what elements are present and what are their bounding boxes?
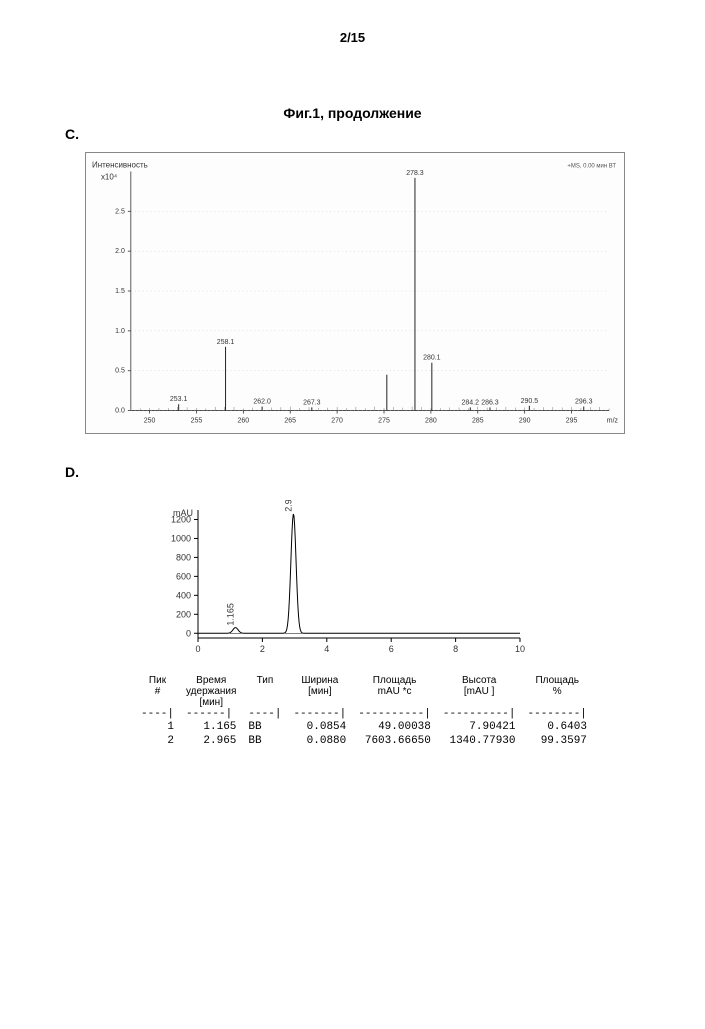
mass-spectrum-svg: Интенсивность x10⁴ +MS, 0.00 мин ВТ 0.0 0.5 1… — [86, 153, 624, 433]
mass-spectrum-chart: Интенсивность x10⁴ +MS, 0.00 мин ВТ 0.0 0.5 1… — [85, 152, 625, 434]
ms-peak-label: 296.3 — [575, 399, 593, 406]
x-tick-label: 8 — [453, 644, 458, 654]
dash-cell: ----------| — [352, 708, 437, 720]
table-row: 1 1.165 BB 0.0854 49.00038 7.90421 0.640… — [135, 720, 593, 734]
y-tick-label: 400 — [176, 590, 191, 600]
cell-width: 0.0880 — [287, 734, 352, 748]
ms-peak-label: 286.3 — [481, 399, 499, 406]
ms-peak-label: 262.0 — [253, 399, 271, 406]
x-tick-label: 290 — [519, 418, 531, 425]
y-tick-label: 1.0 — [115, 328, 125, 335]
corner-label: +MS, 0.00 мин ВТ — [567, 163, 616, 169]
y-tick-label: 0.5 — [115, 368, 125, 375]
ms-peak-label: 290.5 — [521, 398, 539, 405]
x-tick-label: 265 — [284, 418, 296, 425]
dash-cell: --------| — [522, 708, 593, 720]
cell-area-pct: 0.6403 — [522, 720, 593, 734]
ms-peak-label: 258.1 — [217, 339, 235, 346]
cell-width: 0.0854 — [287, 720, 352, 734]
chromatogram-trace — [198, 514, 520, 633]
x-tick-label: 275 — [378, 418, 390, 425]
y-tick-label: 800 — [176, 552, 191, 562]
cell-no: 2 — [135, 734, 180, 748]
col-rt: Время удержания [мин] — [180, 675, 242, 708]
y-tick-label: 200 — [176, 609, 191, 619]
panel-c-label: C. — [65, 126, 705, 142]
x-tick-label: 0 — [195, 644, 200, 654]
panel-d-label: D. — [65, 464, 705, 480]
col-area: Площадь mAU *с — [352, 675, 437, 708]
dash-cell: ----| — [135, 708, 180, 720]
x-tick-label: 250 — [144, 418, 156, 425]
x-tick-label: 2 — [260, 644, 265, 654]
table-row: 2 2.965 BB 0.0880 7603.66650 1340.77930 … — [135, 734, 593, 748]
y-tick-label: 1200 — [171, 514, 191, 524]
y-tick-label: 2.0 — [115, 248, 125, 255]
y-tick-label: 600 — [176, 571, 191, 581]
ms-peak-label: 253.1 — [170, 396, 188, 403]
table-header-row: Пик # Время удержания [мин] Тип Ширина [… — [135, 675, 593, 708]
x-tick-label: 4 — [324, 644, 329, 654]
x-tick-label: 260 — [238, 418, 250, 425]
cell-area: 7603.66650 — [352, 734, 437, 748]
y-tick-label: 0.0 — [115, 408, 125, 415]
x-tick-label: 270 — [331, 418, 343, 425]
chromatogram-svg: mAU02004006008001000120002468101.1652.96… — [150, 500, 530, 660]
dash-cell: ----------| — [437, 708, 522, 720]
cell-height: 1340.77930 — [437, 734, 522, 748]
y-tick-label: 1000 — [171, 533, 191, 543]
x-tick-label: 285 — [472, 418, 484, 425]
col-height: Высота [mAU ] — [437, 675, 522, 708]
y-scale-label: x10⁴ — [101, 172, 118, 181]
x-tick-label: 255 — [191, 418, 203, 425]
col-area-pct: Площадь % — [522, 675, 593, 708]
ms-peak-label: 278.3 — [406, 170, 424, 177]
cell-type: BB — [242, 720, 287, 734]
peak-table: Пик # Время удержания [мин] Тип Ширина [… — [135, 675, 593, 748]
cell-height: 7.90421 — [437, 720, 522, 734]
y-tick-label: 1.5 — [115, 288, 125, 295]
cell-area: 49.00038 — [352, 720, 437, 734]
cell-rt: 2.965 — [180, 734, 242, 748]
col-type: Тип — [242, 675, 287, 708]
page-number: 2/15 — [0, 30, 705, 45]
ms-peak-label: 280.1 — [423, 355, 441, 362]
dash-cell: ------| — [180, 708, 242, 720]
y-tick-label: 2.5 — [115, 208, 125, 215]
x-tick-label: 295 — [566, 418, 578, 425]
y-tick-label: 0 — [186, 628, 191, 638]
chrom-peak-label: 2.965 — [283, 500, 293, 512]
chromatogram-chart: mAU02004006008001000120002468101.1652.96… — [150, 500, 530, 660]
cell-type: BB — [242, 734, 287, 748]
x-tick-label: 10 — [515, 644, 525, 654]
x-tick-label: 6 — [389, 644, 394, 654]
cell-area-pct: 99.3597 — [522, 734, 593, 748]
ms-peak-label: 284.2 — [462, 399, 480, 406]
x-axis-label: m/z — [607, 418, 619, 425]
ms-peak-label: 267.3 — [303, 399, 321, 406]
y-axis-label: Интенсивность — [92, 160, 148, 169]
x-tick-label: 280 — [425, 418, 437, 425]
table-divider-row: ----|------|----|-------|----------|----… — [135, 708, 593, 720]
chrom-peak-label: 1.165 — [226, 603, 236, 626]
figure-title: Фиг.1, продолжение — [0, 105, 705, 121]
cell-no: 1 — [135, 720, 180, 734]
dash-cell: -------| — [287, 708, 352, 720]
col-width: Ширина [мин] — [287, 675, 352, 708]
dash-cell: ----| — [242, 708, 287, 720]
cell-rt: 1.165 — [180, 720, 242, 734]
col-peak-no: Пик # — [135, 675, 180, 708]
